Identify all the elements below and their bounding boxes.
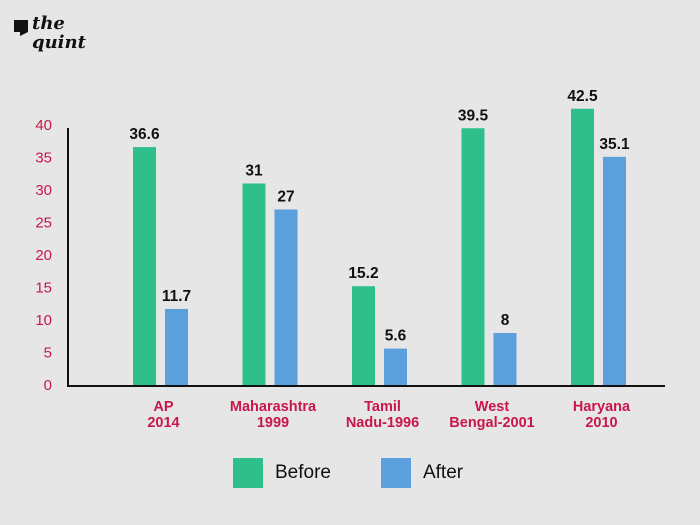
category-label: AP 2014 [147,399,179,431]
y-axis: 0 5 10 15 20 25 30 35 40 [35,117,52,394]
data-label-before: 31 [245,163,263,180]
y-tick-label: 25 [35,215,52,232]
y-tick-label: 40 [35,117,52,134]
data-label-after: 35.1 [599,136,630,153]
bar-before [571,108,594,385]
y-tick-label: 10 [35,312,52,329]
quote-mark-icon [14,20,28,36]
y-tick-label: 30 [35,182,52,199]
data-label-after: 5.6 [385,328,407,345]
bar-after [274,209,298,385]
data-label-after: 11.7 [162,288,191,305]
category-label: Maharashtra 1999 [230,399,317,431]
x-axis: AP 2014 Maharashtra 1999 Tamil Nadu-1996 West B… [147,399,631,431]
legend-item-after: After [380,458,464,488]
data-label-before: 15.2 [348,265,378,282]
category-label: West Bengal-2001 [449,399,534,431]
bar-after [603,156,626,385]
bar-before [352,286,375,385]
brand-name: the quint [32,13,86,53]
bar-after [493,333,517,385]
bars [133,108,626,385]
brand-logo: the quint [12,14,92,64]
bar-before [133,147,156,385]
bar-before [242,183,266,385]
data-label-after: 27 [277,189,294,206]
legend: Before After [233,458,513,488]
bar-after [165,308,188,385]
legend-label-after: After [422,462,464,483]
data-label-before: 42.5 [567,88,598,105]
legend-item-before: Before [233,458,331,488]
bar-after [384,348,407,385]
y-tick-label: 35 [35,150,52,167]
data-label-before: 36.6 [129,126,160,143]
legend-swatch-before [233,458,263,488]
data-label-before: 39.5 [458,107,489,124]
y-tick-label: 0 [44,377,52,394]
legend-swatch-after [380,458,411,488]
data-label-after: 8 [501,312,510,329]
legend-label-before: Before [275,462,331,483]
category-label: Tamil Nadu-1996 [346,399,419,431]
category-label: Haryana 2010 [573,399,631,431]
y-tick-label: 5 [44,345,52,362]
y-tick-label: 20 [35,247,52,264]
bar-before [461,128,485,385]
y-tick-label: 15 [35,280,52,297]
data-labels: 36.6 11.7 31 27 15.2 5.6 39.5 8 42.5 35.1 [129,88,630,345]
